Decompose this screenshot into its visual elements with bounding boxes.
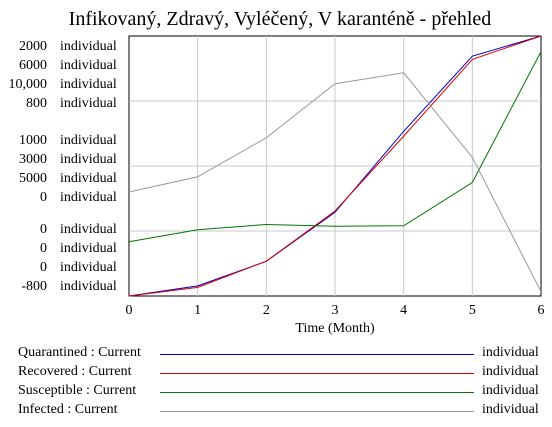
y-tick-label: 6000 xyxy=(19,58,47,73)
y-tick-label: 0 xyxy=(40,190,47,205)
legend-label: Quarantined : Current xyxy=(18,345,141,360)
x-tick-label: 4 xyxy=(400,303,407,318)
y-tick-label: 2000 xyxy=(19,39,47,54)
y-tick-label: 0 xyxy=(40,222,47,237)
series-line-infected xyxy=(128,72,542,292)
legend-swatch xyxy=(160,373,474,374)
y-tick-label: 0 xyxy=(40,241,47,256)
y-tick-label: 800 xyxy=(26,96,47,111)
y-tick-unit: individual xyxy=(60,39,117,54)
y-tick-label: 3000 xyxy=(19,152,47,167)
legend-swatch xyxy=(160,392,474,393)
y-tick-unit: individual xyxy=(60,260,117,275)
y-tick-unit: individual xyxy=(60,58,117,73)
x-tick-label: 5 xyxy=(469,303,476,318)
y-tick-unit: individual xyxy=(60,190,117,205)
series-lines xyxy=(128,35,542,297)
legend-swatch xyxy=(160,411,474,412)
x-tick-label: 0 xyxy=(126,303,133,318)
legend-label: Recovered : Current xyxy=(18,364,132,379)
y-tick-label: 5000 xyxy=(19,171,47,186)
y-tick-label: 0 xyxy=(40,260,47,275)
legend-item: Susceptible : Current individual xyxy=(0,383,552,401)
y-tick-label: 1000 xyxy=(19,133,47,148)
legend-swatch xyxy=(160,354,474,355)
y-tick-label: -800 xyxy=(21,279,47,294)
legend-unit: individual xyxy=(482,402,539,417)
axis-ticks: 0 1 2 3 4 5 6 2000 individual 6000 individual 10,00… xyxy=(9,39,545,318)
y-tick-unit: individual xyxy=(60,133,117,148)
y-tick-unit: individual xyxy=(60,279,117,294)
legend-unit: individual xyxy=(482,383,539,398)
legend-item: Infected : Current individual xyxy=(0,402,552,420)
series-line-quarantined xyxy=(128,35,542,297)
x-axis-label: Time (Month) xyxy=(295,321,375,336)
legend-label: Susceptible : Current xyxy=(18,383,137,398)
y-tick-unit: individual xyxy=(60,171,117,186)
grid xyxy=(128,35,542,297)
y-tick-unit: individual xyxy=(60,222,117,237)
y-tick-unit: individual xyxy=(60,152,117,167)
y-tick-label: 10,000 xyxy=(9,77,48,92)
chart-title: Infikovaný, Zdravý, Vyléčený, V karantén… xyxy=(69,8,492,30)
legend-label: Infected : Current xyxy=(18,402,118,417)
legend-item: Quarantined : Current individual xyxy=(0,345,552,363)
x-tick-label: 1 xyxy=(194,303,201,318)
y-tick-unit: individual xyxy=(60,77,117,92)
x-tick-label: 6 xyxy=(538,303,545,318)
legend-item: Recovered : Current individual xyxy=(0,364,552,382)
x-tick-label: 2 xyxy=(263,303,270,318)
legend-unit: individual xyxy=(482,345,539,360)
series-line-recovered xyxy=(128,35,542,297)
y-tick-unit: individual xyxy=(60,96,117,111)
legend-unit: individual xyxy=(482,364,539,379)
y-tick-unit: individual xyxy=(60,241,117,256)
x-tick-label: 3 xyxy=(332,303,339,318)
series-line-susceptible xyxy=(128,51,542,243)
